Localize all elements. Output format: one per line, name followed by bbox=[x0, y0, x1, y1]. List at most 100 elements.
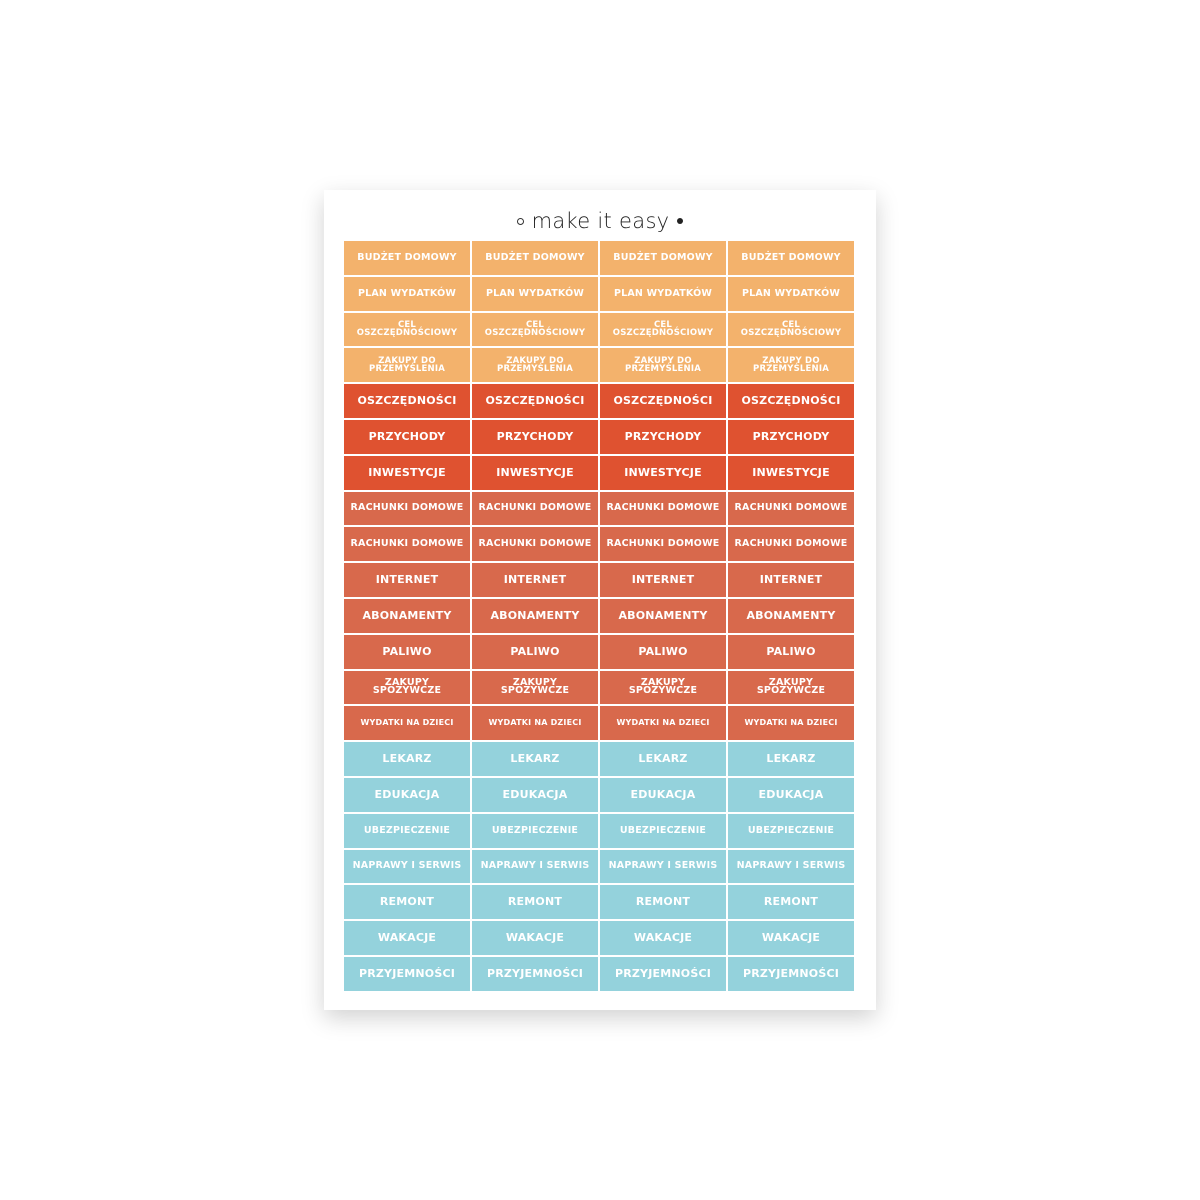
sticker: OSZCZĘDNOŚCI bbox=[599, 383, 727, 419]
sticker: INWESTYCJE bbox=[727, 454, 855, 491]
sticker: WYDATKI NA DZIECI bbox=[471, 705, 599, 742]
sticker: INWESTYCJE bbox=[471, 454, 599, 491]
sticker-row: LEKARZ LEKARZ LEKARZ LEKARZ bbox=[343, 741, 855, 777]
sticker: PRZYCHODY bbox=[599, 418, 727, 455]
sticker: PALIWO bbox=[343, 633, 471, 670]
sticker-row: PALIWO PALIWO PALIWO PALIWO bbox=[343, 633, 855, 670]
sticker: UBEZPIECZENIE bbox=[599, 812, 727, 849]
sticker: ZAKUPY DO PRZEMYŚLENIA bbox=[727, 347, 855, 384]
sticker: OSZCZĘDNOŚCI bbox=[727, 383, 855, 419]
sticker: ZAKUPY SPOŻYWCZE bbox=[727, 669, 855, 706]
sticker-row: RACHUNKI DOMOWE RACHUNKI DOMOWE RACHUNKI D… bbox=[343, 526, 855, 563]
sticker: WYDATKI NA DZIECI bbox=[727, 705, 855, 742]
sticker-row: WAKACJE WAKACJE WAKACJE WAKACJE bbox=[343, 920, 855, 956]
sticker: BUDŻET DOMOWY bbox=[599, 240, 727, 276]
sticker: INTERNET bbox=[727, 562, 855, 598]
sticker-row: PRZYCHODY PRZYCHODY PRZYCHODY PRZYCHODY bbox=[343, 418, 855, 455]
sticker: RACHUNKI DOMOWE bbox=[727, 490, 855, 527]
sticker: UBEZPIECZENIE bbox=[471, 812, 599, 849]
sticker: REMONT bbox=[727, 884, 855, 921]
sticker: PRZYJEMNOŚCI bbox=[599, 955, 727, 992]
sticker: ABONAMENTY bbox=[727, 597, 855, 634]
sticker-row: EDUKACJA EDUKACJA EDUKACJA EDUKACJA bbox=[343, 776, 855, 813]
sticker: PALIWO bbox=[599, 633, 727, 670]
sticker: REMONT bbox=[343, 884, 471, 921]
sticker: REMONT bbox=[471, 884, 599, 921]
sticker-row: ZAKUPY DO PRZEMYŚLENIA ZAKUPY DO PRZEMYŚL… bbox=[343, 347, 855, 384]
sticker: PLAN WYDATKÓW bbox=[727, 275, 855, 312]
sticker: INWESTYCJE bbox=[343, 454, 471, 491]
sticker: ZAKUPY SPOŻYWCZE bbox=[471, 669, 599, 706]
sticker: RACHUNKI DOMOWE bbox=[599, 490, 727, 527]
sticker-row: ZAKUPY SPOŻYWCZE ZAKUPY SPOŻYWCZE ZAKUPY S… bbox=[343, 669, 855, 706]
sticker: RACHUNKI DOMOWE bbox=[599, 526, 727, 563]
sticker-row: OSZCZĘDNOŚCI OSZCZĘDNOŚCI OSZCZĘDNOŚCI OSZC… bbox=[343, 383, 855, 419]
sticker-row: RACHUNKI DOMOWE RACHUNKI DOMOWE RACHUNKI D… bbox=[343, 490, 855, 527]
sticker: WAKACJE bbox=[599, 920, 727, 956]
sticker: REMONT bbox=[599, 884, 727, 921]
sticker: OSZCZĘDNOŚCI bbox=[471, 383, 599, 419]
sticker: RACHUNKI DOMOWE bbox=[343, 490, 471, 527]
sticker: PRZYJEMNOŚCI bbox=[471, 955, 599, 992]
sticker: LEKARZ bbox=[599, 741, 727, 777]
sticker: ABONAMENTY bbox=[343, 597, 471, 634]
sticker: PRZYCHODY bbox=[471, 418, 599, 455]
sticker: LEKARZ bbox=[343, 741, 471, 777]
sticker: NAPRAWY I SERWIS bbox=[727, 848, 855, 885]
sticker-row: INWESTYCJE INWESTYCJE INWESTYCJE INWESTYCJE bbox=[343, 454, 855, 491]
sticker: UBEZPIECZENIE bbox=[343, 812, 471, 849]
sticker: INTERNET bbox=[343, 562, 471, 598]
sticker-row: INTERNET INTERNET INTERNET INTERNET bbox=[343, 562, 855, 598]
sticker: WAKACJE bbox=[727, 920, 855, 956]
decor-dot bbox=[516, 217, 524, 225]
sticker: PALIWO bbox=[471, 633, 599, 670]
sticker: ABONAMENTY bbox=[599, 597, 727, 634]
sticker-sheet: make it easy BUDŻET DOMOWY BUDŻET DOMOWY B… bbox=[324, 190, 876, 1010]
sticker: WAKACJE bbox=[343, 920, 471, 956]
brand-title: make it easy bbox=[531, 209, 670, 233]
sticker: ZAKUPY DO PRZEMYŚLENIA bbox=[343, 347, 471, 384]
sticker: NAPRAWY I SERWIS bbox=[471, 848, 599, 885]
sticker: BUDŻET DOMOWY bbox=[471, 240, 599, 276]
decor-dot bbox=[677, 218, 684, 224]
sticker: WYDATKI NA DZIECI bbox=[343, 705, 471, 742]
sticker-row: NAPRAWY I SERWIS NAPRAWY I SERWIS NAPRAWY … bbox=[343, 848, 855, 885]
sticker: PLAN WYDATKÓW bbox=[343, 275, 471, 312]
sticker: ZAKUPY SPOŻYWCZE bbox=[343, 669, 471, 706]
sticker-row: PRZYJEMNOŚCI PRZYJEMNOŚCI PRZYJEMNOŚCI PRZY… bbox=[343, 955, 855, 992]
sticker: WAKACJE bbox=[471, 920, 599, 956]
sticker: EDUKACJA bbox=[599, 776, 727, 813]
sticker-row: WYDATKI NA DZIECI WYDATKI NA DZIECI WYDATK… bbox=[343, 705, 855, 742]
sticker: INTERNET bbox=[471, 562, 599, 598]
sticker: PRZYJEMNOŚCI bbox=[727, 955, 855, 992]
sticker: ZAKUPY SPOŻYWCZE bbox=[599, 669, 727, 706]
sticker: EDUKACJA bbox=[471, 776, 599, 813]
sticker-row: UBEZPIECZENIE UBEZPIECZENIE UBEZPIECZENIE U… bbox=[343, 812, 855, 849]
sticker: ZAKUPY DO PRZEMYŚLENIA bbox=[471, 347, 599, 384]
sticker: EDUKACJA bbox=[727, 776, 855, 813]
sticker: LEKARZ bbox=[471, 741, 599, 777]
sticker: OSZCZĘDNOŚCI bbox=[343, 383, 471, 419]
sticker: CEL OSZCZĘDNOŚCIOWY bbox=[471, 311, 599, 348]
sticker: CEL OSZCZĘDNOŚCIOWY bbox=[599, 311, 727, 348]
sticker: RACHUNKI DOMOWE bbox=[343, 526, 471, 563]
sticker: ABONAMENTY bbox=[471, 597, 599, 634]
sticker: UBEZPIECZENIE bbox=[727, 812, 855, 849]
sticker: INWESTYCJE bbox=[599, 454, 727, 491]
sticker: PLAN WYDATKÓW bbox=[471, 275, 599, 312]
sticker: RACHUNKI DOMOWE bbox=[471, 526, 599, 563]
sticker: RACHUNKI DOMOWE bbox=[727, 526, 855, 563]
sticker: ZAKUPY DO PRZEMYŚLENIA bbox=[599, 347, 727, 384]
sticker: NAPRAWY I SERWIS bbox=[599, 848, 727, 885]
sticker: RACHUNKI DOMOWE bbox=[471, 490, 599, 527]
sticker: NAPRAWY I SERWIS bbox=[343, 848, 471, 885]
sticker: BUDŻET DOMOWY bbox=[343, 240, 471, 276]
sticker: EDUKACJA bbox=[343, 776, 471, 813]
sticker-row: PLAN WYDATKÓW PLAN WYDATKÓW PLAN WYDATKÓW P… bbox=[343, 275, 855, 312]
sticker: PRZYCHODY bbox=[343, 418, 471, 455]
sticker-row: REMONT REMONT REMONT REMONT bbox=[343, 884, 855, 921]
sticker: PALIWO bbox=[727, 633, 855, 670]
sticker-row: CEL OSZCZĘDNOŚCIOWY CEL OSZCZĘDNOŚCIOWY CE… bbox=[343, 311, 855, 348]
header: make it easy bbox=[324, 208, 876, 234]
